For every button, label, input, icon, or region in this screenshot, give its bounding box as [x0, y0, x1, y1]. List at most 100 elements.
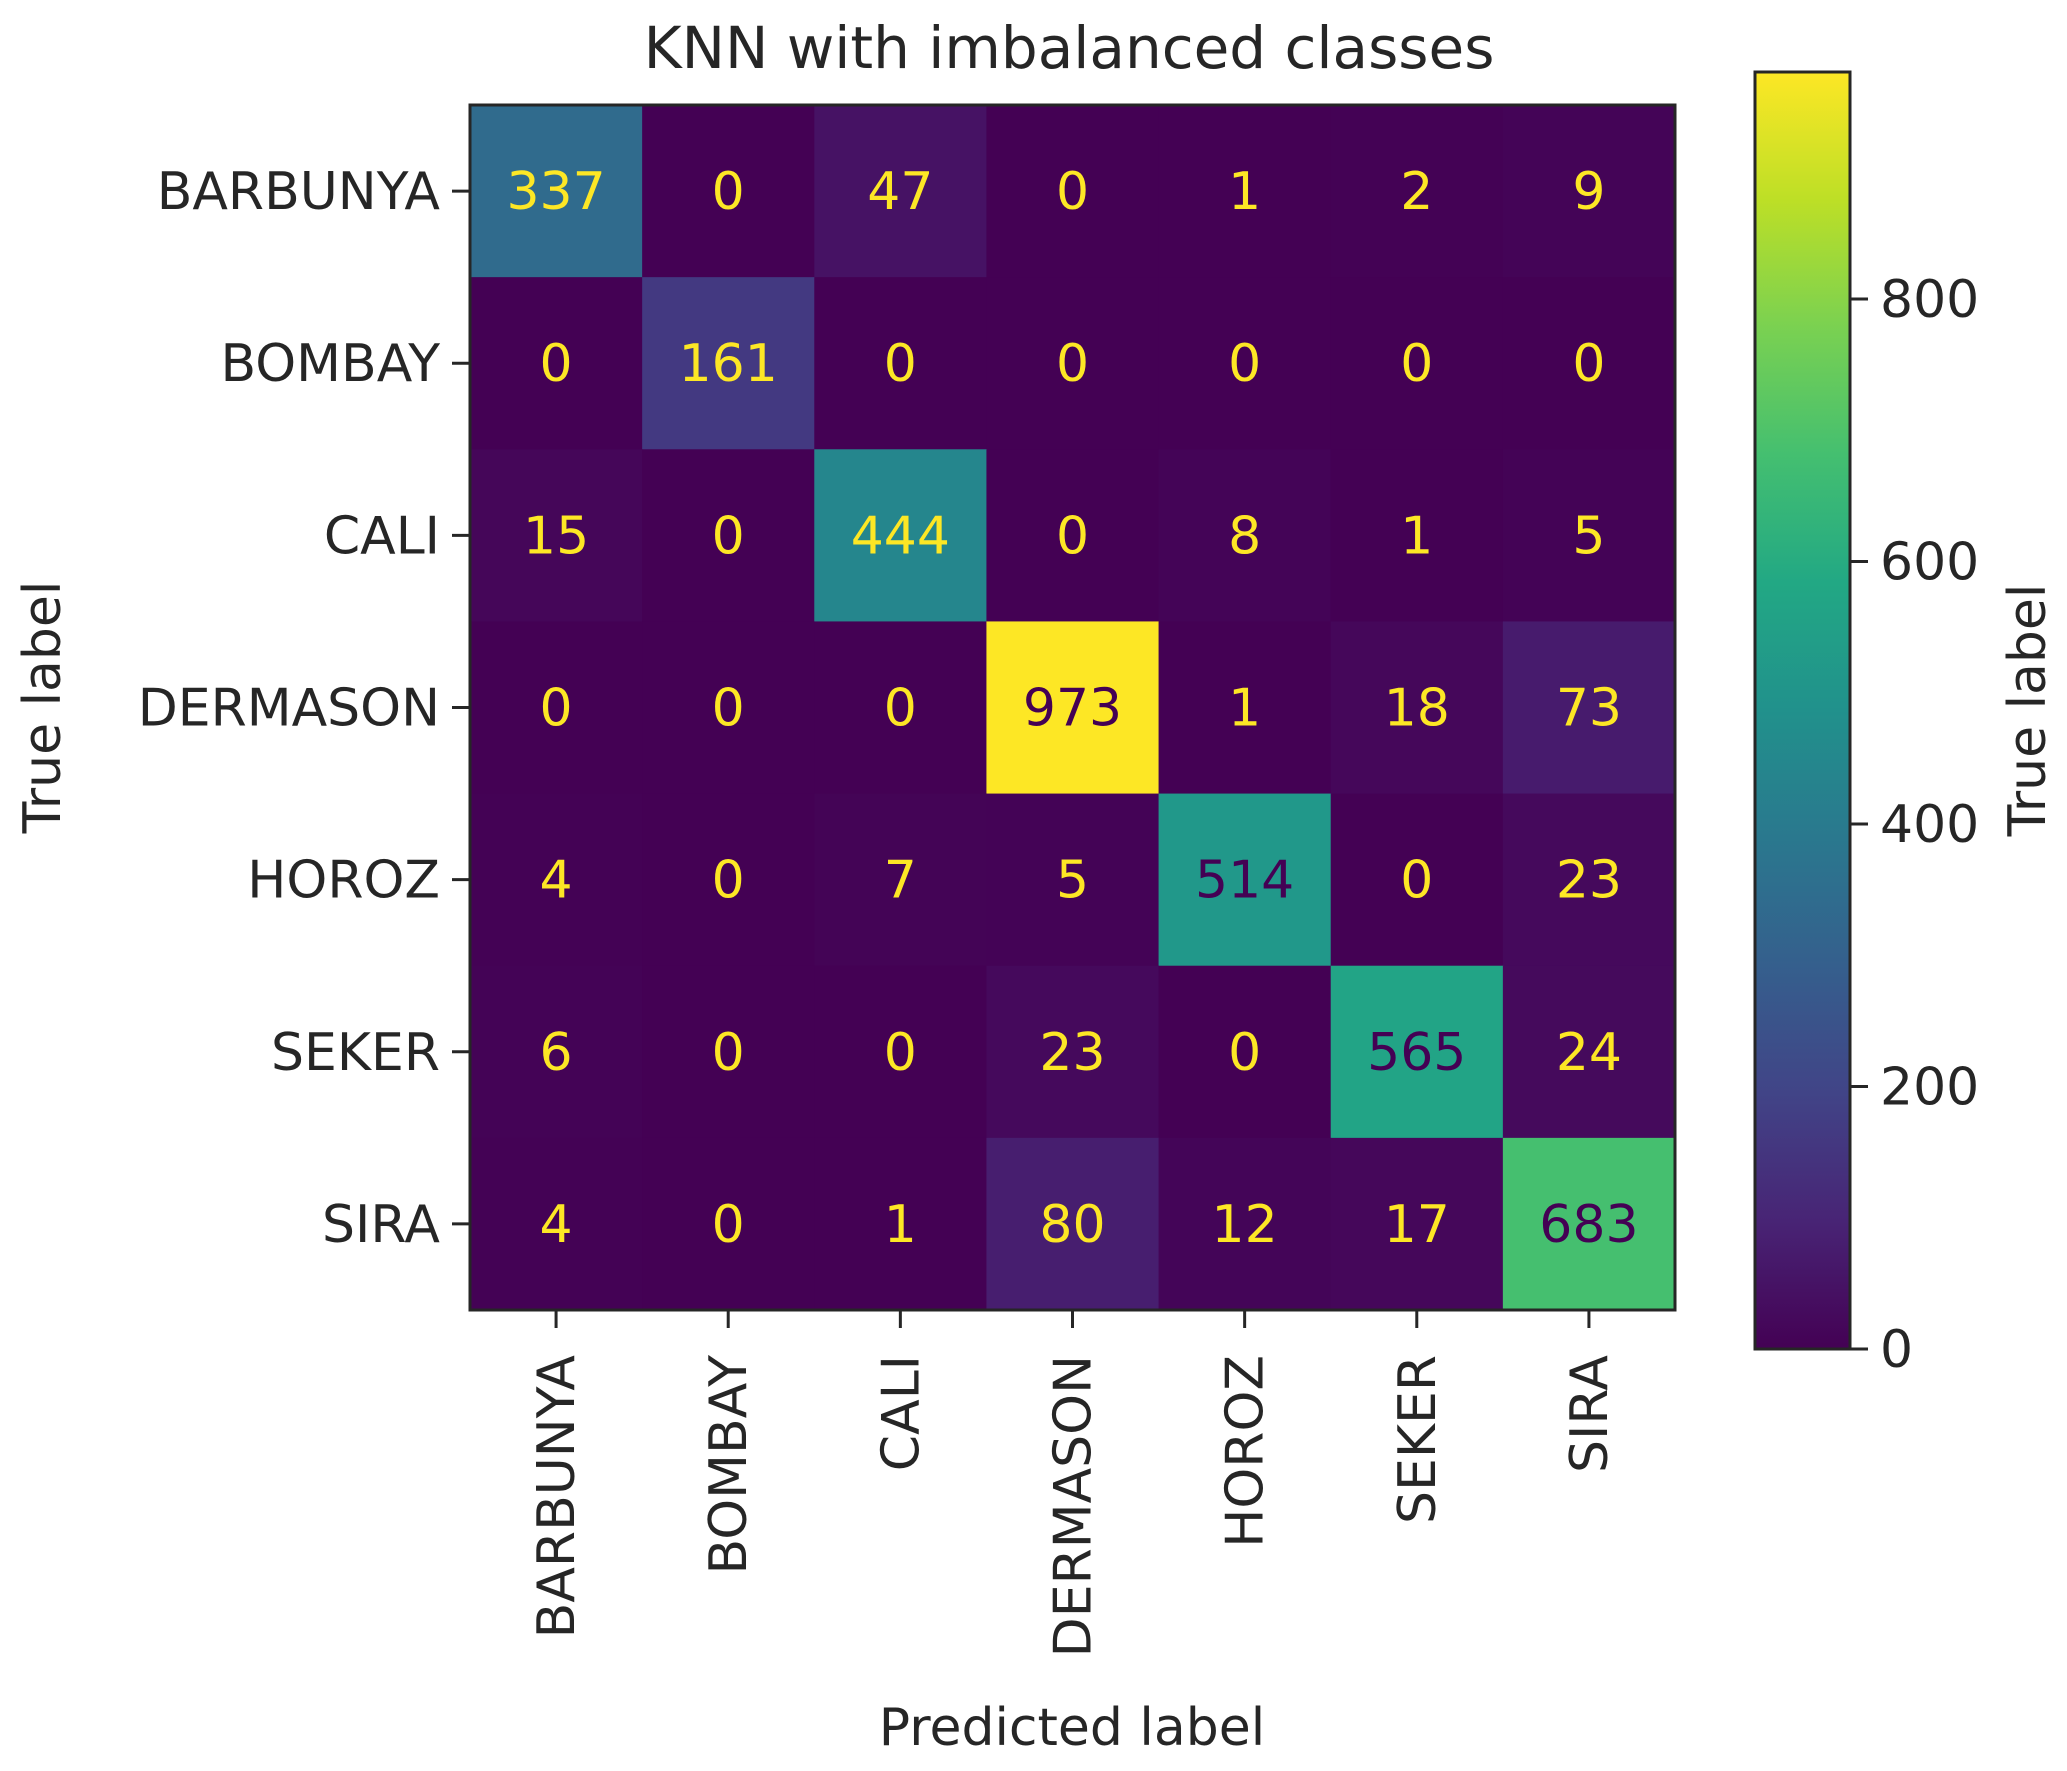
cell-value-label: 161 — [679, 334, 778, 394]
y-tick-label: BOMBAY — [220, 334, 440, 394]
cell-value-label: 0 — [884, 679, 917, 739]
heatmap-cell — [814, 621, 988, 795]
heatmap-cell — [814, 449, 988, 623]
cell-value-label: 0 — [712, 506, 745, 566]
cell-value-label: 5 — [1572, 506, 1605, 566]
cell-value-label: 1 — [1228, 162, 1261, 222]
x-tick-label: DERMASON — [1044, 1355, 1104, 1657]
heatmap-cell — [1502, 277, 1676, 450]
heatmap-cell — [470, 965, 643, 1139]
cell-value-label: 0 — [540, 334, 573, 394]
cell-value-label: 23 — [1556, 851, 1622, 911]
cell-value-label: 1 — [1228, 679, 1261, 739]
heatmap-cell — [1330, 621, 1504, 795]
heatmap-cell — [986, 105, 1160, 278]
cell-value-label: 444 — [851, 506, 950, 566]
cell-value-label: 8 — [1228, 506, 1261, 566]
cell-value-label: 4 — [540, 851, 573, 911]
cell-value-label: 0 — [712, 1023, 745, 1083]
cell-value-label: 5 — [1056, 851, 1089, 911]
cell-value-label: 0 — [1228, 334, 1261, 394]
cell-value-label: 73 — [1556, 679, 1622, 739]
cell-value-label: 18 — [1384, 679, 1450, 739]
cell-value-label: 80 — [1039, 1195, 1105, 1255]
cell-value-label: 565 — [1367, 1023, 1466, 1083]
heatmap-cell — [1158, 449, 1332, 623]
colorbar — [1753, 70, 1852, 1351]
cell-value-label: 17 — [1384, 1195, 1450, 1255]
heatmap-cells — [470, 105, 1676, 1311]
heatmap-cell — [1158, 621, 1332, 795]
heatmap-cell — [1158, 793, 1332, 967]
cell-value-label: 23 — [1039, 1023, 1105, 1083]
cell-value-label: 0 — [1400, 851, 1433, 911]
cell-value-label: 4 — [540, 1195, 573, 1255]
heatmap-cell — [642, 793, 815, 967]
colorbar-tick-label: 200 — [1880, 1058, 1979, 1118]
heatmap-cell — [1330, 965, 1504, 1139]
x-tick-label: HOROZ — [1216, 1355, 1276, 1548]
cell-value-label: 973 — [1023, 679, 1122, 739]
cell-value-label: 0 — [1400, 334, 1433, 394]
colorbar-tick-label: 600 — [1880, 533, 1979, 593]
cell-value-label: 1 — [1400, 506, 1433, 566]
heatmap-cell — [814, 965, 988, 1139]
x-tick-label: CALI — [871, 1355, 931, 1471]
heatmap-cell — [814, 277, 988, 450]
heatmap-cell — [1502, 105, 1676, 278]
cell-value-label: 514 — [1195, 851, 1294, 911]
heatmap-cell — [986, 1137, 1160, 1311]
x-axis-label: Predicted label — [879, 1698, 1265, 1758]
heatmap-cell — [986, 793, 1160, 967]
cell-value-label: 0 — [884, 1023, 917, 1083]
heatmap-cell — [986, 621, 1160, 795]
heatmap-cell — [642, 965, 815, 1139]
cell-value-label: 24 — [1556, 1023, 1622, 1083]
heatmap-cell — [814, 1137, 988, 1311]
cell-value-label: 7 — [884, 851, 917, 911]
heatmap-cell — [1330, 449, 1504, 623]
heatmap-cell — [470, 621, 643, 795]
cell-value-label: 47 — [867, 162, 933, 222]
heatmap-cell — [642, 105, 815, 278]
heatmap-cell — [1502, 793, 1676, 967]
cell-value-label: 0 — [1056, 162, 1089, 222]
cell-value-label: 0 — [1228, 1023, 1261, 1083]
cell-value-label: 12 — [1212, 1195, 1278, 1255]
cell-value-label: 0 — [712, 851, 745, 911]
cell-value-label: 0 — [1056, 506, 1089, 566]
heatmap-cell — [1158, 105, 1332, 278]
heatmap-cell — [986, 277, 1160, 450]
heatmap-cell — [1330, 105, 1504, 278]
y-tick-label: CALI — [324, 506, 440, 566]
x-tick-label: SEKER — [1388, 1355, 1448, 1524]
heatmap-cell — [642, 449, 815, 623]
colorbar-tick-label: 0 — [1880, 1320, 1913, 1380]
heatmap-cell — [1330, 277, 1504, 450]
cell-value-label: 0 — [712, 679, 745, 739]
colorbar-label: True label — [1998, 584, 2058, 838]
y-axis-label: True label — [13, 581, 73, 835]
heatmap-cell — [1502, 1137, 1676, 1311]
cell-value-label: 683 — [1539, 1195, 1638, 1255]
cell-value-label: 6 — [540, 1023, 573, 1083]
cell-value-label: 0 — [1572, 334, 1605, 394]
heatmap-cell — [1330, 793, 1504, 967]
heatmap-cell — [1158, 965, 1332, 1139]
heatmap-cell — [1502, 965, 1676, 1139]
chart-title: KNN with imbalanced classes — [644, 14, 1495, 82]
heatmap-cell — [986, 449, 1160, 623]
heatmap-cell-labels: 337 0 47 0 1 2 90 161 0 0 0 0 015 0 444 0 8 1 50 0 0 973 1 18 73… — [506, 162, 1638, 1255]
heatmap-cell — [1158, 1137, 1332, 1311]
heatmap-cell — [814, 105, 988, 278]
cell-value-label: 0 — [884, 334, 917, 394]
cell-value-label: 337 — [506, 162, 605, 222]
y-axis-ticks: BARBUNYA BOMBAY CALI DERMASON HOROZ SEKER SIRA — [138, 162, 470, 1255]
heatmap-cell — [470, 449, 643, 623]
y-tick-label: BARBUNYA — [157, 162, 441, 222]
y-tick-label: HOROZ — [247, 851, 440, 911]
x-tick-label: BARBUNYA — [527, 1355, 587, 1639]
heatmap-cell — [470, 277, 643, 450]
cell-value-label: 9 — [1572, 162, 1605, 222]
